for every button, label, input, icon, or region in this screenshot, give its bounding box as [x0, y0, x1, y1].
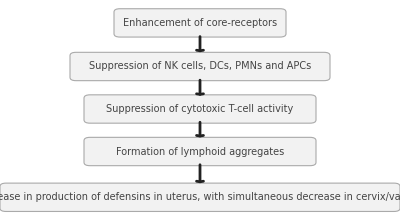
Text: Suppression of NK cells, DCs, PMNs and APCs: Suppression of NK cells, DCs, PMNs and A…: [89, 61, 311, 72]
FancyBboxPatch shape: [0, 183, 400, 211]
Text: Suppression of cytotoxic T-cell activity: Suppression of cytotoxic T-cell activity: [106, 104, 294, 114]
FancyBboxPatch shape: [84, 137, 316, 166]
Text: Formation of lymphoid aggregates: Formation of lymphoid aggregates: [116, 146, 284, 157]
FancyBboxPatch shape: [70, 52, 330, 81]
FancyBboxPatch shape: [84, 95, 316, 123]
Text: Increase in production of defensins in uterus, with simultaneous decrease in cer: Increase in production of defensins in u…: [0, 192, 400, 202]
Text: Enhancement of core-receptors: Enhancement of core-receptors: [123, 18, 277, 28]
FancyBboxPatch shape: [114, 9, 286, 37]
